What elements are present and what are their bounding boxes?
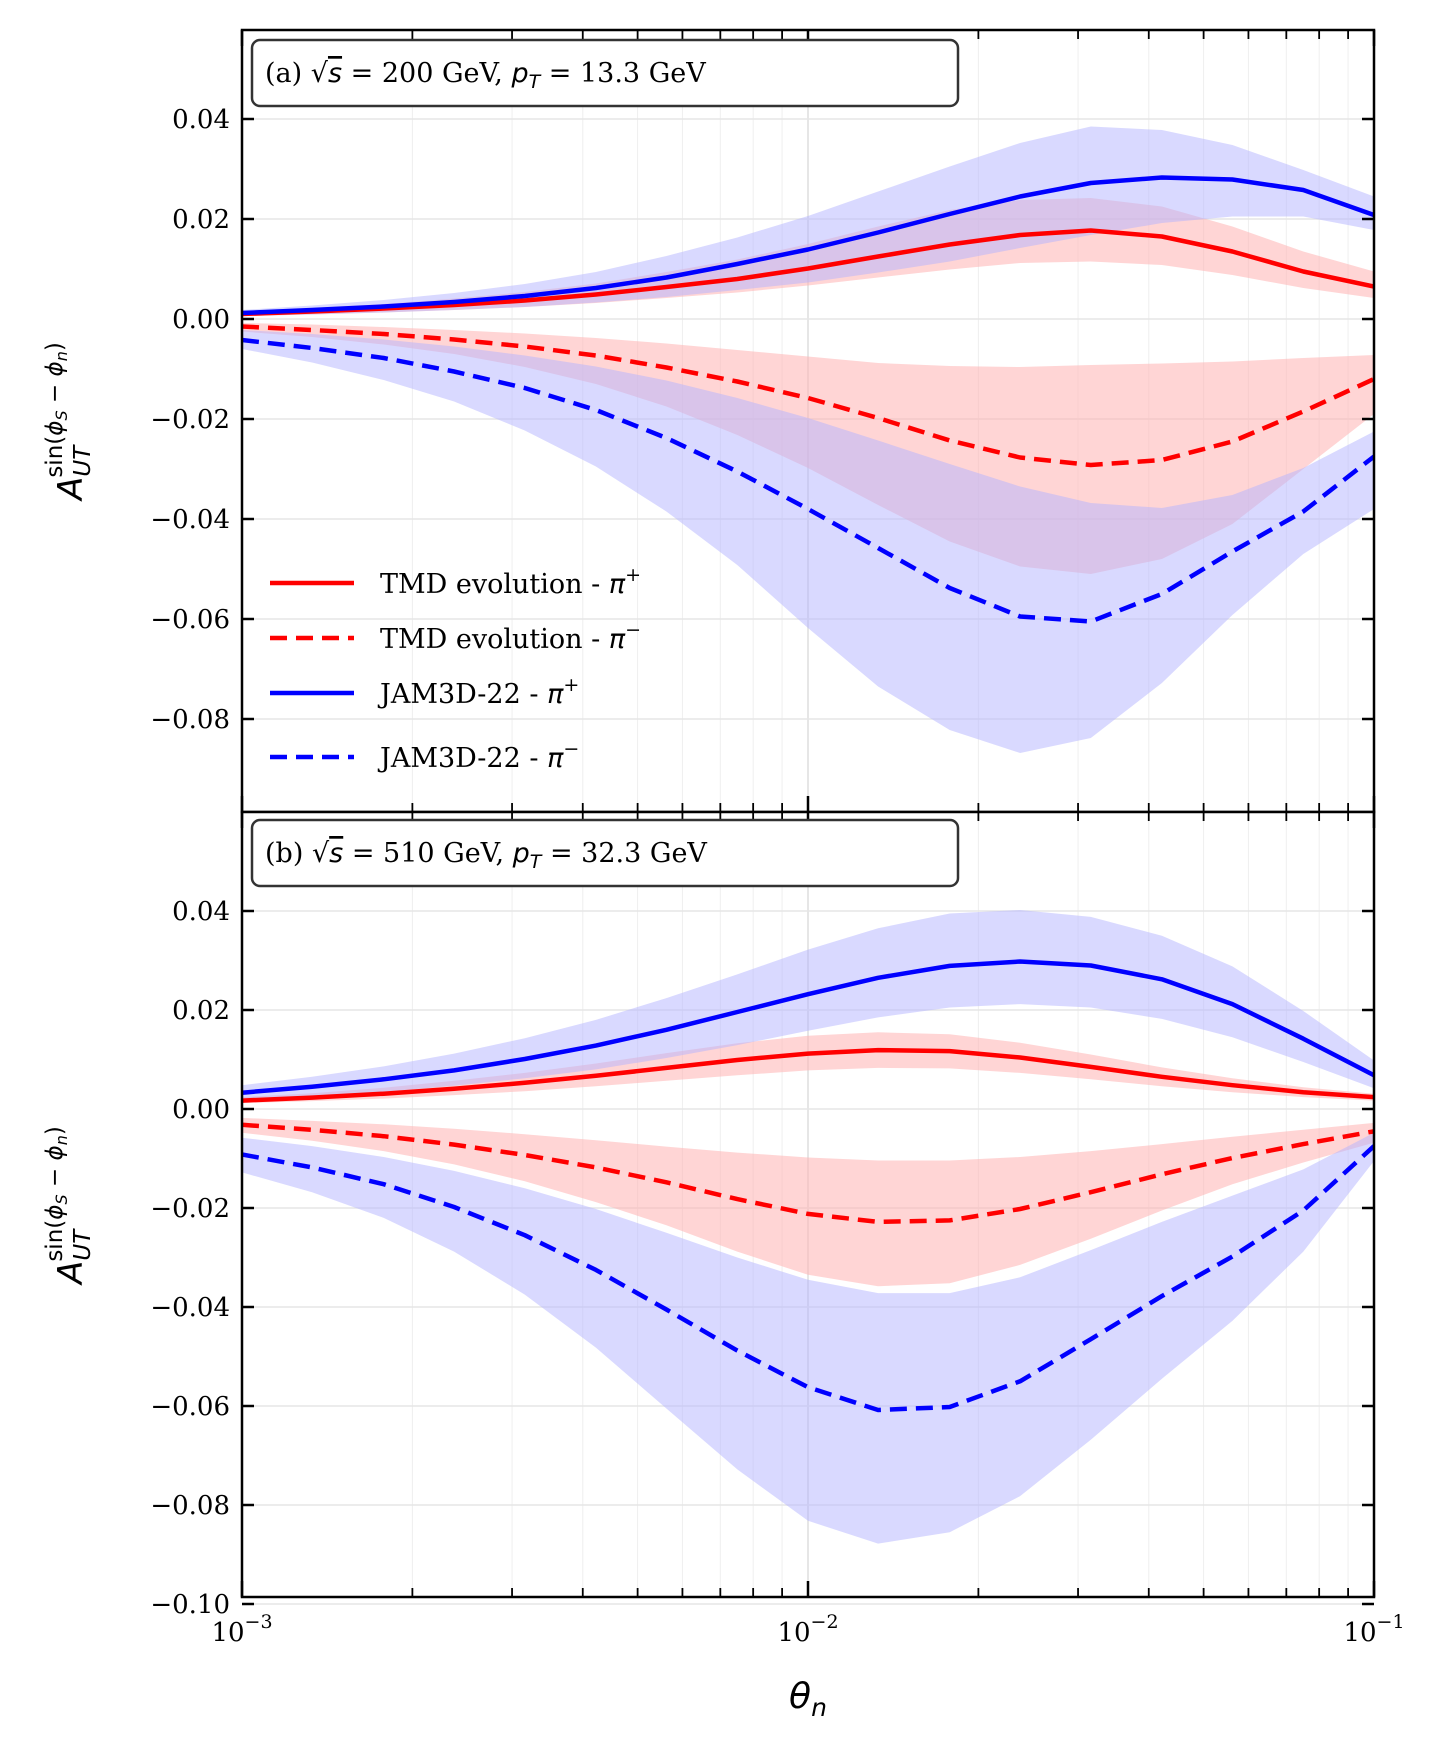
- y-tick-label: 0.00: [172, 1095, 230, 1125]
- panel-b-frame: [240, 810, 1376, 1599]
- y-tick-label: −0.08: [150, 705, 230, 735]
- panel-b: 0.04 0.02 0.00 −0.02 −0.04 −0.06 −0.08 −0.10 10…: [42, 810, 1405, 1722]
- series-line: [242, 324, 1374, 468]
- y-tick-label: −0.02: [150, 1194, 230, 1224]
- series-line: [242, 337, 1374, 624]
- panel-b-ylabel: AUTsin(ϕS − ϕn): [42, 1126, 96, 1286]
- y-tick-label: 0.04: [172, 105, 230, 135]
- series-line: [242, 959, 1374, 1095]
- panel-b-y-axis: 0.04 0.02 0.00 −0.02 −0.04 −0.06 −0.08 −0.10: [150, 897, 1374, 1620]
- y-tick-label: 0.02: [172, 996, 230, 1026]
- panel-a-bands: [242, 126, 1374, 753]
- legend-label-tmd-pi-minus: TMD evolution - π−: [380, 619, 641, 655]
- panel-a: 0.04 0.02 0.00 −0.02 −0.04 −0.06 −0.08 (a) √s …: [42, 28, 1376, 814]
- panel-a-y-axis: 0.04 0.02 0.00 −0.02 −0.04 −0.06 −0.08: [150, 105, 1374, 735]
- y-tick-label: 0.00: [172, 305, 230, 335]
- y-tick-label: −0.06: [150, 605, 230, 635]
- panel-a-annotation: (a) √s = 200 GeV, pT = 13.3 GeV: [250, 38, 960, 108]
- uncertainty-band: [242, 1117, 1374, 1287]
- panel-a-lines: [242, 175, 1374, 624]
- panel-a-annotation-text: (a) √s = 200 GeV, pT = 13.3 GeV: [265, 58, 706, 93]
- x-tick-label: 10−2: [777, 1611, 838, 1648]
- uncertainty-band: [242, 330, 1374, 753]
- panel-b-annotation-text: (b) √s = 510 GeV, pT = 32.3 GeV: [265, 838, 707, 873]
- series-line: [242, 1144, 1374, 1413]
- y-tick-label: 0.02: [172, 205, 230, 235]
- panel-a-annotation-box: [250, 38, 960, 108]
- y-tick-label: −0.02: [150, 405, 230, 435]
- y-tick-label: −0.06: [150, 1392, 230, 1422]
- uncertainty-band: [242, 126, 1374, 316]
- x-tick-label: 10−1: [1343, 1611, 1404, 1648]
- panel-b-x-axis: 10−3 10−2 10−1: [211, 812, 1405, 1648]
- uncertainty-band: [242, 1032, 1374, 1104]
- y-tick-label: −0.08: [150, 1491, 230, 1521]
- y-tick-label: 0.04: [172, 897, 230, 927]
- uncertainty-band: [242, 910, 1374, 1101]
- panel-b-ylabel-text: AUTsin(ϕS − ϕn): [42, 1126, 96, 1286]
- series-line: [242, 1122, 1374, 1225]
- y-tick-label: −0.04: [150, 1293, 230, 1323]
- series-line: [242, 1047, 1374, 1103]
- panel-b-lines: [242, 959, 1374, 1413]
- panel-b-annotation-box: [250, 818, 960, 888]
- legend-label-jam-pi-plus: JAM3D-22 - π+: [377, 674, 579, 710]
- y-tick-label: −0.10: [150, 1590, 230, 1620]
- panel-a-ylabel-text: AUTsin(ϕS − ϕn): [42, 342, 96, 502]
- series-line: [242, 175, 1374, 316]
- panel-a-ylabel: AUTsin(ϕS − ϕn): [42, 342, 96, 502]
- legend-label-tmd-pi-plus: TMD evolution - π+: [380, 564, 641, 600]
- series-line: [242, 228, 1374, 317]
- legend-label-jam-pi-minus: JAM3D-22 - π−: [377, 738, 579, 774]
- x-axis-label: θn: [789, 1676, 827, 1722]
- panel-b-annotation: (b) √s = 510 GeV, pT = 32.3 GeV: [250, 818, 960, 888]
- x-tick-label: 10−3: [211, 1611, 272, 1648]
- legend: TMD evolution - π+ TMD evolution - π− JA…: [270, 564, 641, 774]
- y-tick-label: −0.04: [150, 505, 230, 535]
